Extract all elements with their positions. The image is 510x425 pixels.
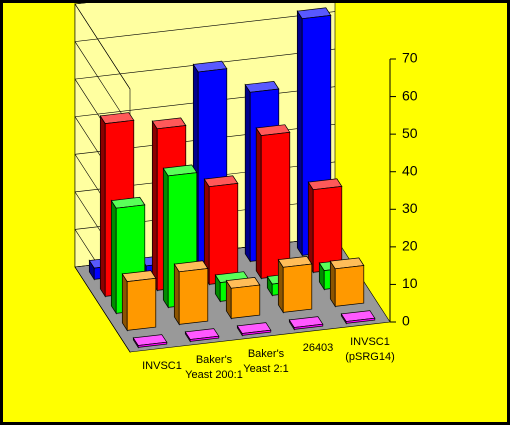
bar-side	[173, 262, 180, 326]
bar-side	[99, 114, 106, 298]
y-tick-label: 50	[402, 125, 418, 141]
y-tick-label: 40	[402, 162, 418, 178]
x-tick-label: Baker's Yeast 200:1	[185, 354, 243, 381]
bar-side	[244, 83, 251, 263]
bar-side	[277, 258, 284, 314]
grid-line	[74, 3, 131, 90]
bar-side	[162, 167, 169, 309]
y-tick-label: 70	[402, 50, 418, 66]
bar	[241, 329, 272, 336]
x-tick-label: Baker's Yeast 2:1	[243, 348, 289, 375]
bar	[137, 341, 168, 348]
bar	[334, 265, 365, 307]
y-tick-label: 20	[402, 238, 418, 254]
bar	[260, 131, 291, 279]
bar	[126, 277, 157, 331]
x-tick-label: INVSC1	[142, 360, 182, 372]
bar	[178, 268, 209, 325]
bar	[312, 186, 343, 273]
y-tick-label: 30	[402, 200, 418, 216]
grid-line	[74, 11, 336, 127]
bar-side	[121, 272, 128, 332]
bar	[189, 335, 220, 342]
bar	[208, 183, 239, 285]
bar	[282, 263, 313, 313]
bar	[293, 323, 324, 330]
bar-side	[110, 199, 117, 315]
bar	[345, 317, 376, 324]
x-tick-label: 26403	[302, 342, 334, 354]
bar-side	[151, 120, 158, 292]
y-tick-label: 10	[402, 275, 418, 291]
bar-side	[296, 9, 303, 257]
y-tick-label: 0	[402, 313, 410, 329]
bar-side	[307, 180, 314, 274]
x-tick-label: INVSC1 (pSRG14)	[345, 336, 395, 363]
y-tick-label: 60	[402, 87, 418, 103]
chart: 0 10 20 30 40 50 60 70	[74, 3, 418, 354]
bar-side	[255, 126, 262, 280]
bar	[230, 284, 261, 319]
